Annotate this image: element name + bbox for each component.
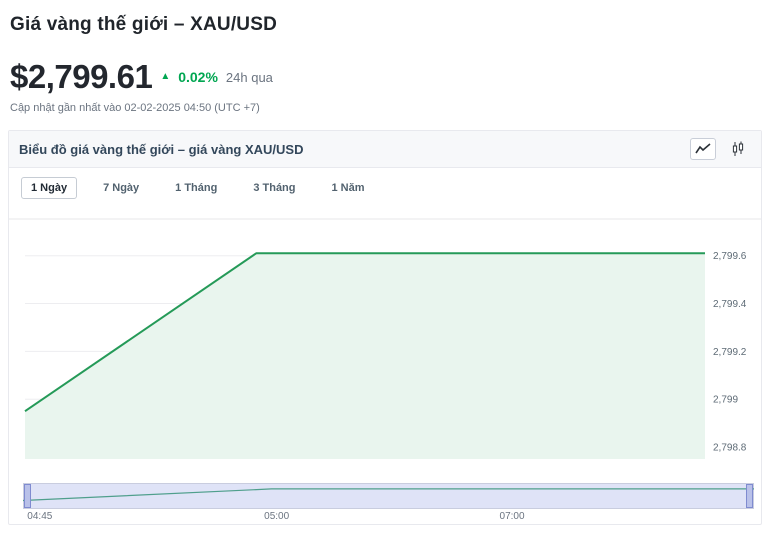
navigator-right-handle[interactable] (746, 484, 753, 508)
navigator-axis-labels: 04:45 05:00 07:00 (23, 509, 754, 524)
chart-type-switcher (690, 138, 751, 160)
tab-7-days[interactable]: 7 Ngày (93, 177, 149, 199)
price-chart-svg: 2,798.8 2,799 2,799.2 2,799.4 2,799.6 (9, 218, 761, 459)
x-axis-label: 07:00 (499, 511, 525, 522)
series-area (25, 253, 705, 459)
tab-1-month[interactable]: 1 Tháng (165, 177, 227, 199)
y-axis-label: 2,798.8 (713, 443, 747, 454)
y-axis-label: 2,799.6 (713, 251, 747, 262)
tab-3-months[interactable]: 3 Tháng (243, 177, 305, 199)
chart-card: Biểu đồ giá vàng thế giới – giá vàng XAU… (8, 130, 762, 525)
candlestick-chart-button[interactable] (725, 138, 751, 160)
navigator-svg[interactable] (22, 483, 754, 509)
y-axis-label: 2,799 (713, 395, 738, 406)
x-axis-label: 05:00 (264, 511, 290, 522)
y-axis-label: 2,799.2 (713, 347, 747, 358)
line-chart-button[interactable] (690, 138, 716, 160)
price-chart: 2,798.8 2,799 2,799.2 2,799.4 2,799.6 (9, 203, 761, 463)
chart-title: Biểu đồ giá vàng thế giới – giá vàng XAU… (19, 141, 304, 157)
change-percent: 0.02% (178, 69, 218, 85)
x-axis-label: 04:45 (27, 511, 53, 522)
chart-card-header: Biểu đồ giá vàng thế giới – giá vàng XAU… (9, 131, 761, 168)
navigator-series-line (22, 488, 754, 502)
series-line (24, 252, 705, 413)
up-arrow-icon: ▲ (160, 71, 171, 82)
price-section: $2,799.61 ▲ 0.02% 24h qua (10, 58, 760, 96)
tab-1-year[interactable]: 1 Năm (322, 177, 375, 199)
y-axis-label: 2,799.4 (713, 299, 747, 310)
page-title: Giá vàng thế giới – XAU/USD (10, 14, 278, 35)
price-value: $2,799.61 (10, 58, 153, 95)
navigator-left-handle[interactable] (24, 484, 31, 508)
line-chart-icon (695, 143, 711, 154)
range-tabs: 1 Ngày 7 Ngày 1 Tháng 3 Tháng 1 Năm (9, 168, 761, 201)
candlestick-icon (732, 141, 744, 156)
chart-navigator[interactable] (22, 483, 754, 509)
navigator-mask[interactable] (23, 483, 754, 509)
page: Giá vàng thế giới – XAU/USD $2,799.61 ▲ … (8, 14, 762, 525)
last-updated: Cập nhật gần nhất vào 02-02-2025 04:50 (… (10, 102, 260, 114)
change-period: 24h qua (225, 69, 273, 85)
tab-1-day[interactable]: 1 Ngày (21, 177, 78, 199)
